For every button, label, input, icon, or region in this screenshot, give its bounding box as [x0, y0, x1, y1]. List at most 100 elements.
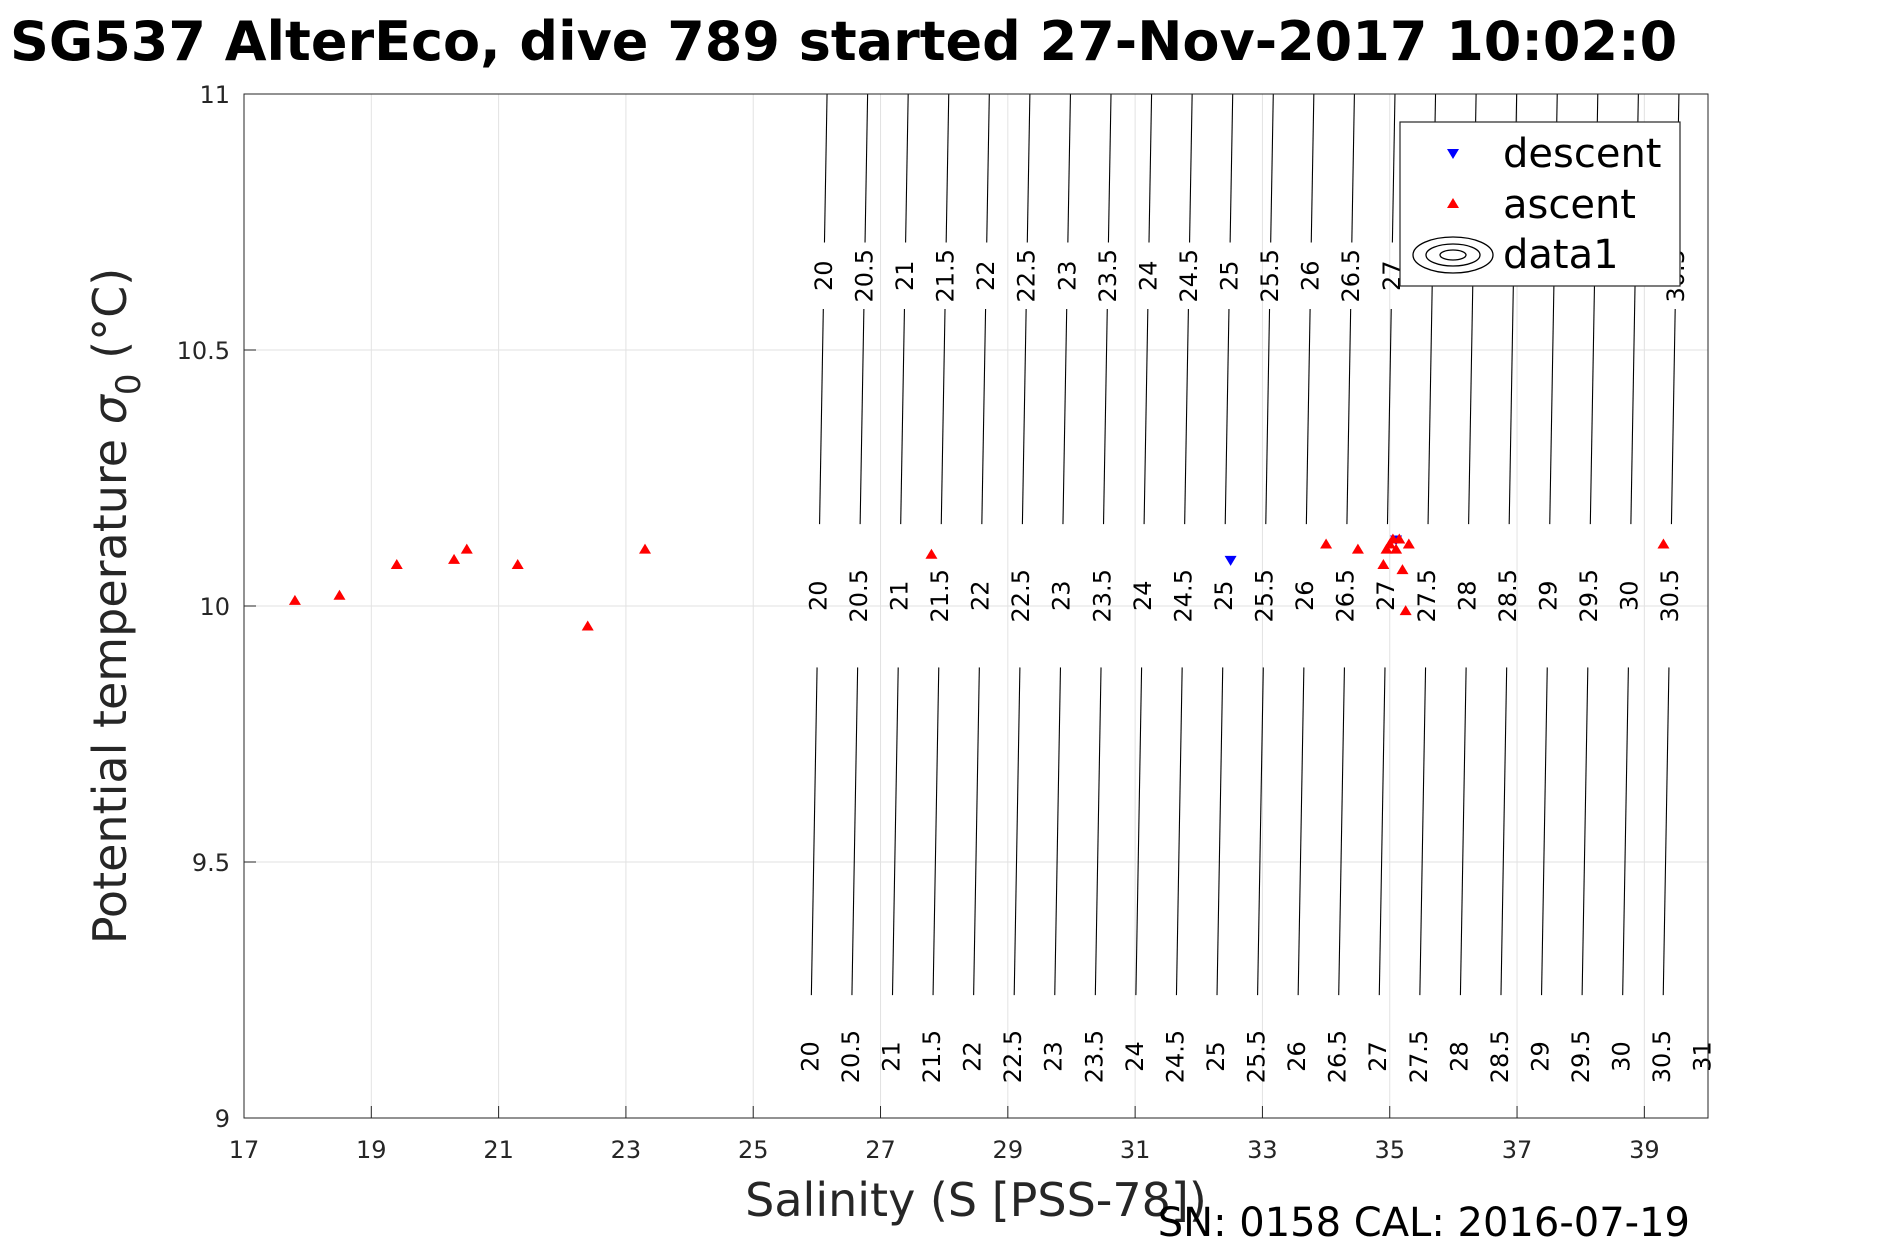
contour-label: 23 — [1040, 1041, 1068, 1072]
contour-label: 28 — [1445, 1041, 1473, 1072]
contour-line — [1013, 667, 1021, 996]
x-tick-label: 25 — [738, 1136, 769, 1164]
contour-line — [1297, 667, 1305, 996]
contour-line — [1021, 309, 1027, 525]
y-axis-ticks: 9 9.5 10 10.5 11 — [177, 81, 256, 1133]
x-tick-label: 35 — [1374, 1136, 1405, 1164]
legend-box — [1399, 121, 1681, 287]
contour-label: 29.5 — [1567, 1030, 1595, 1083]
x-tick-label: 23 — [611, 1136, 642, 1164]
legend-data1-label: data1 — [1503, 232, 1619, 278]
x-tick-label: 27 — [865, 1136, 896, 1164]
contour-line — [1102, 309, 1108, 525]
contour-line — [1062, 309, 1068, 525]
legend-descent-label: descent — [1503, 131, 1661, 177]
contour-line — [851, 667, 859, 996]
contour-label: 26 — [1291, 580, 1319, 611]
ascent-point — [1657, 538, 1670, 549]
contour-label: 27.5 — [1405, 1030, 1433, 1083]
contour-line — [1189, 93, 1193, 243]
contour-label: 28.5 — [1494, 569, 1522, 622]
contour-line — [1175, 667, 1183, 996]
contour-line — [1338, 667, 1345, 996]
y-axis-label-unit: (°C) — [83, 268, 137, 374]
contour-label: 25 — [1210, 580, 1238, 611]
contour-label: 22 — [972, 260, 1000, 291]
contour-label: 23.5 — [1080, 1030, 1108, 1083]
contour-line — [973, 667, 980, 996]
contour-label: 28 — [1453, 580, 1481, 611]
legend-contour-ring-outer — [1412, 236, 1494, 274]
y-tick-label: 10.5 — [177, 337, 230, 365]
contour-label: 30 — [1616, 580, 1644, 611]
x-axis-label: Salinity (S [PSS-78]) — [745, 1173, 1207, 1227]
contour-label: 22.5 — [1007, 569, 1035, 622]
contour-label: 21 — [885, 580, 913, 611]
contour-label: 28.5 — [1486, 1030, 1514, 1083]
contour-label: 20 — [810, 260, 838, 291]
contour-line — [1184, 309, 1189, 525]
legend: descent ascent data1 — [1399, 121, 1681, 287]
contour-label: 25.5 — [1251, 569, 1279, 622]
contour-label: 24.5 — [1161, 1030, 1189, 1083]
contour-label: 20.5 — [845, 569, 873, 622]
contour-line — [1310, 93, 1315, 243]
contour-line — [1662, 667, 1670, 996]
contour-line — [986, 93, 990, 243]
data-points — [288, 533, 1670, 631]
contour-line — [1270, 93, 1274, 243]
contour-line — [940, 309, 946, 525]
contour-label: 24 — [1129, 580, 1157, 611]
contour-line — [1257, 667, 1264, 996]
contour-line — [819, 309, 824, 525]
contour-label: 23.5 — [1088, 569, 1116, 622]
y-tick-label: 9 — [215, 1105, 230, 1133]
contour-line — [859, 309, 865, 525]
contour-line — [1419, 667, 1427, 996]
contour-line — [1581, 667, 1589, 996]
ascent-point — [1402, 538, 1415, 549]
contour-label: 26 — [1297, 260, 1325, 291]
chart-title: SG537 AlterEco, dive 789 started 27-Nov-… — [10, 10, 1677, 73]
contour-label: 25.5 — [1256, 249, 1284, 302]
contour-label: 26.5 — [1332, 569, 1360, 622]
contour-line — [1094, 667, 1102, 996]
contour-label: 22 — [959, 1041, 987, 1072]
contour-line — [1670, 309, 1676, 525]
contour-line — [932, 667, 940, 996]
ascent-point — [581, 620, 594, 631]
contour-label: 29 — [1526, 1041, 1554, 1072]
contour-line — [823, 93, 828, 243]
ascent-point — [1377, 559, 1390, 570]
contour-line — [891, 667, 899, 996]
contour-label: 30 — [1608, 1041, 1636, 1072]
contour-line — [900, 309, 905, 525]
contour-line — [1346, 309, 1352, 525]
contour-label: 25 — [1216, 260, 1244, 291]
contour-line — [810, 667, 818, 996]
contour-label: 21.5 — [926, 569, 954, 622]
contour-label: 23 — [1048, 580, 1076, 611]
ascent-point — [1399, 605, 1412, 616]
legend-contour-ring-inner — [1439, 249, 1467, 261]
ascent-point — [448, 553, 461, 564]
ascent-point — [1393, 533, 1406, 544]
contour-label: 26.5 — [1337, 249, 1365, 302]
ascent-point — [1380, 543, 1393, 554]
contour-line — [1378, 667, 1386, 996]
ascent-point — [333, 589, 346, 600]
contour-label: 21.5 — [932, 249, 960, 302]
x-tick-label: 21 — [483, 1136, 514, 1164]
ascent-point — [1396, 564, 1409, 575]
contour-line — [905, 93, 909, 243]
contour-label: 24.5 — [1175, 249, 1203, 302]
contour-line — [1500, 667, 1508, 996]
contour-label: 20.5 — [837, 1030, 865, 1083]
x-tick-label: 33 — [1247, 1136, 1278, 1164]
ascent-point — [1320, 538, 1333, 549]
contour-line — [1054, 667, 1062, 996]
x-tick-label: 37 — [1502, 1136, 1533, 1164]
contour-label: 21.5 — [918, 1030, 946, 1083]
serial-calibration-footer: SN: 0158 CAL: 2016-07-19 — [1158, 1200, 1690, 1246]
ascent-point — [460, 543, 473, 554]
